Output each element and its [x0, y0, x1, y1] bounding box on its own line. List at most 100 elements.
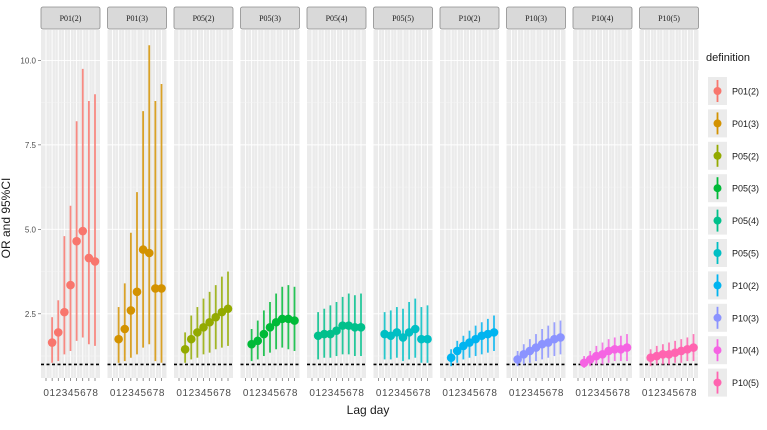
data-point	[610, 344, 620, 354]
data-point	[132, 287, 142, 297]
x-tick-label: 5	[141, 388, 147, 399]
facet-strip	[439, 6, 500, 30]
x-tick-label: 3	[394, 388, 400, 399]
data-point	[72, 236, 81, 246]
x-tick-label: 2	[388, 388, 394, 399]
facet-strip-label: P05(5)	[392, 14, 414, 23]
legend-label: P05(5)	[732, 249, 759, 259]
facet-strip-label: P10(4)	[592, 14, 614, 23]
facet-strip	[107, 6, 167, 30]
x-tick-label: 6	[479, 388, 485, 399]
legend-item: P05(4)	[708, 206, 759, 235]
x-tick-label: 2	[654, 388, 660, 399]
x-tick-label: 0	[110, 388, 116, 399]
x-tick-label: 4	[201, 388, 207, 399]
x-tick-label: 2	[122, 388, 128, 399]
facet-panel: P05(5) 0 1 2 3 4 5 6 7 8	[373, 6, 433, 399]
x-tick-label: 5	[606, 388, 612, 399]
x-tick-label: 6	[80, 388, 86, 399]
x-tick-label: 8	[691, 388, 697, 399]
data-point	[446, 353, 456, 363]
x-tick-label: 1	[449, 388, 455, 399]
legend-item: P10(2)	[708, 271, 759, 300]
y-tick-label: 2.5	[25, 310, 37, 319]
data-point	[78, 226, 88, 236]
legend-key-point	[713, 184, 722, 193]
x-tick-label: 7	[485, 388, 491, 399]
data-point	[53, 328, 63, 337]
data-point	[120, 324, 130, 334]
data-point	[350, 323, 360, 332]
facet-strip	[240, 6, 300, 30]
x-tick-label: 6	[280, 388, 286, 399]
x-tick-label: 8	[491, 388, 497, 399]
x-tick-label: 5	[340, 388, 346, 399]
legend-label: P10(2)	[732, 281, 759, 291]
data-point	[658, 350, 668, 359]
legend-title: definition	[706, 52, 750, 64]
x-tick-label: 7	[352, 388, 358, 399]
x-tick-label: 8	[425, 388, 431, 399]
legend-item: P01(2)	[708, 77, 759, 105]
facet-panel: P01(2) 0 1 2 3 4 5 6 7 8	[40, 6, 101, 399]
legend-item: P01(3)	[708, 109, 759, 138]
x-tick-label: 6	[346, 388, 352, 399]
y-tick-label: 5.0	[25, 225, 37, 234]
data-point	[253, 336, 263, 346]
data-point	[193, 328, 202, 337]
data-point	[338, 321, 347, 330]
x-tick-label: 0	[642, 388, 648, 399]
x-tick-label: 2	[189, 388, 195, 399]
x-tick-label: 7	[552, 388, 558, 399]
x-tick-label: 8	[558, 388, 564, 399]
x-tick-label: 0	[509, 388, 515, 399]
x-tick-label: 0	[575, 388, 581, 399]
x-tick-label: 1	[648, 388, 654, 399]
x-tick-label: 3	[660, 388, 666, 399]
x-tick-label: 5	[274, 388, 280, 399]
x-tick-label: 6	[147, 388, 153, 399]
x-tick-label: 6	[413, 388, 419, 399]
data-point	[259, 329, 269, 339]
x-tick-label: 3	[527, 388, 533, 399]
x-tick-label: 2	[255, 388, 261, 399]
x-tick-label: 8	[624, 388, 630, 399]
legend-label: P01(3)	[732, 119, 759, 129]
data-point	[410, 324, 420, 334]
x-tick-label: 5	[407, 388, 413, 399]
facet-panel: P10(5) 0 1 2 3 4 5 6 7 8	[639, 6, 699, 399]
x-tick-label: 1	[116, 388, 122, 399]
x-tick-label: 0	[376, 388, 382, 399]
data-point	[199, 323, 208, 332]
facet-panel: P05(4) 0 1 2 3 4 5 6 7 8	[306, 6, 367, 399]
facet-strip	[40, 6, 101, 30]
legend-key-point	[713, 119, 722, 128]
data-point	[144, 248, 154, 258]
facet-strip-label: P05(4)	[326, 14, 348, 23]
facet-strip-label: P05(3)	[259, 14, 281, 23]
legend-label: P05(3)	[732, 184, 759, 194]
data-point	[319, 329, 329, 339]
legend-label: P05(4)	[732, 216, 759, 226]
data-point	[392, 328, 402, 337]
x-tick-label: 6	[546, 388, 552, 399]
x-tick-label: 3	[62, 388, 68, 399]
legend: definition P01(2) P01(3) P05(2) P05(3) P05(4…	[698, 52, 767, 400]
x-tick-label: 4	[400, 388, 406, 399]
legend-item: P10(3)	[708, 303, 759, 332]
x-tick-label: 4	[267, 388, 273, 399]
legend-key-point	[713, 313, 722, 322]
legend-key-point	[713, 249, 722, 257]
data-point	[223, 304, 233, 314]
x-tick-label: 8	[159, 388, 165, 399]
x-tick-label: 4	[533, 388, 539, 399]
x-tick-label: 3	[461, 388, 467, 399]
legend-key-point	[713, 151, 722, 160]
x-tick-label: 1	[515, 388, 521, 399]
legend-label: P10(3)	[732, 313, 759, 323]
x-tick-label: 1	[316, 388, 322, 399]
x-tick-label: 0	[43, 388, 49, 399]
facet-strip	[173, 6, 234, 30]
x-tick-label: 3	[261, 388, 267, 399]
x-tick-label: 7	[86, 388, 92, 399]
